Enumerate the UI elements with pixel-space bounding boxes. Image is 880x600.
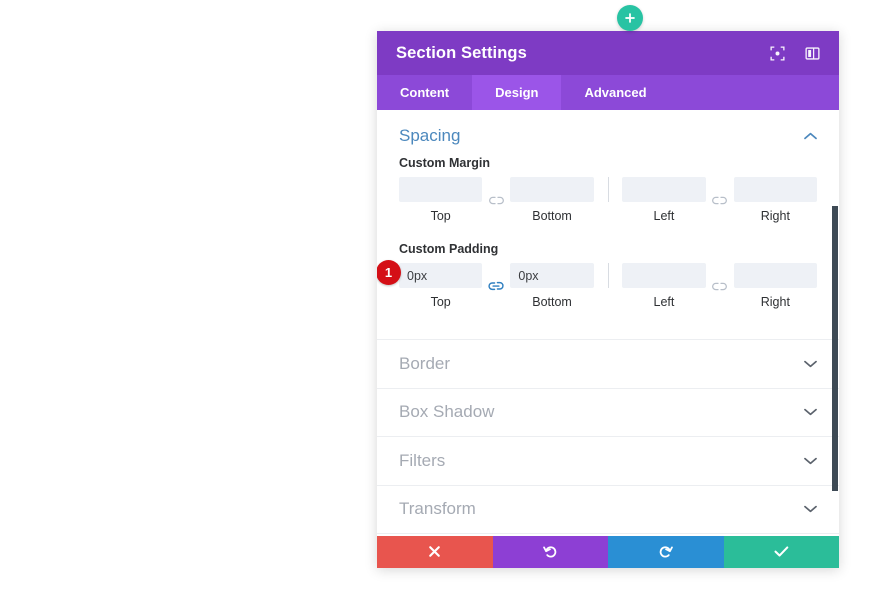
field-group-custom-padding: Custom Padding 1 Top <box>377 242 839 309</box>
status-badge: 1 <box>377 260 401 285</box>
padding-quad-row: 1 Top <box>377 260 818 309</box>
scrollbar-track[interactable] <box>831 110 839 536</box>
margin-left-input[interactable] <box>622 177 706 202</box>
margin-top-bottom-pair: Top Bottom <box>399 177 594 223</box>
padding-top-caption: Top <box>430 295 451 309</box>
margin-group-divider <box>607 177 609 202</box>
padding-top-input[interactable] <box>399 263 483 288</box>
collapsed-section-list: Border Box Shadow <box>377 339 839 536</box>
margin-left-right-pair: Left Right <box>622 177 818 223</box>
padding-right-cell: Right <box>733 263 818 309</box>
section-header-filters[interactable]: Filters <box>377 436 839 485</box>
padding-bottom-cell: Bottom <box>510 263 594 309</box>
undo-button[interactable] <box>492 536 608 568</box>
chevron-up-icon[interactable] <box>803 129 817 143</box>
close-icon <box>428 545 441 560</box>
margin-right-input[interactable] <box>733 177 818 202</box>
padding-bottom-caption: Bottom <box>532 295 572 309</box>
padding-left-caption: Left <box>653 295 675 309</box>
scrollbar-thumb[interactable] <box>832 206 838 491</box>
padding-top-bottom-link-chain-icon[interactable] <box>482 274 510 299</box>
redo-button[interactable] <box>608 536 724 568</box>
padding-right-input[interactable] <box>733 263 818 288</box>
chevron-down-icon[interactable] <box>803 357 817 371</box>
margin-left-right-link-broken-icon[interactable] <box>706 188 734 213</box>
margin-bottom-input[interactable] <box>510 177 594 202</box>
panel-body: Spacing Custom Margin Top <box>377 110 839 536</box>
cancel-button[interactable] <box>377 536 493 568</box>
margin-top-bottom-link-broken-icon[interactable] <box>482 188 510 213</box>
header-icon-group <box>769 45 820 61</box>
action-bar <box>377 536 839 568</box>
padding-bottom-input[interactable] <box>510 263 594 288</box>
layout-panel-icon[interactable] <box>804 45 820 61</box>
section-header-border[interactable]: Border <box>377 339 839 388</box>
margin-top-caption: Top <box>430 209 451 223</box>
label-custom-padding: Custom Padding <box>399 242 499 256</box>
margin-bottom-caption: Bottom <box>532 209 572 223</box>
margin-quad-row: Top Bottom <box>399 177 818 223</box>
section-title-box-shadow: Box Shadow <box>399 402 495 422</box>
padding-group-divider <box>607 263 609 288</box>
section-title-filters: Filters <box>399 450 446 470</box>
section-title-spacing: Spacing <box>399 126 461 145</box>
section-settings-panel: Section Settings <box>377 31 839 568</box>
padding-top-cell: Top <box>399 263 483 309</box>
padding-left-right-link-broken-icon[interactable] <box>706 274 734 299</box>
margin-bottom-cell: Bottom <box>510 177 594 223</box>
margin-top-input[interactable] <box>399 177 483 202</box>
chevron-down-icon[interactable] <box>803 454 817 468</box>
field-group-custom-margin: Custom Margin Top <box>377 156 839 223</box>
tab-content[interactable]: Content <box>400 85 450 100</box>
padding-right-caption: Right <box>760 295 790 309</box>
tab-design[interactable]: Design <box>472 75 562 110</box>
check-icon <box>774 545 789 560</box>
focus-target-icon[interactable] <box>769 45 785 61</box>
tab-advanced[interactable]: Advanced <box>584 85 647 100</box>
section-header-animation[interactable]: Animation <box>377 533 839 536</box>
chevron-down-icon[interactable] <box>803 502 817 516</box>
tab-bar: Content Design Advanced <box>377 75 839 110</box>
margin-left-caption: Left <box>653 209 675 223</box>
padding-left-cell: Left <box>622 263 706 309</box>
undo-icon <box>542 544 558 561</box>
chevron-down-icon[interactable] <box>803 405 817 419</box>
add-section-button[interactable] <box>617 5 643 31</box>
label-custom-margin: Custom Margin <box>399 156 490 170</box>
section-header-transform[interactable]: Transform <box>377 484 839 534</box>
margin-right-cell: Right <box>733 177 818 223</box>
section-title-border: Border <box>399 353 451 373</box>
margin-left-cell: Left <box>622 177 706 223</box>
page-title: Section Settings <box>396 43 527 62</box>
padding-left-right-pair: Left Right <box>622 263 818 309</box>
margin-right-caption: Right <box>760 209 790 223</box>
margin-top-cell: Top <box>399 177 483 223</box>
plus-icon <box>624 12 636 24</box>
panel-header: Section Settings <box>377 31 839 75</box>
save-button[interactable] <box>723 536 839 568</box>
redo-icon <box>658 544 674 561</box>
section-header-box-shadow[interactable]: Box Shadow <box>377 387 839 437</box>
padding-left-input[interactable] <box>622 263 706 288</box>
padding-top-bottom-pair: Top <box>399 263 594 309</box>
section-title-transform: Transform <box>399 499 476 519</box>
section-header-spacing[interactable]: Spacing <box>377 110 839 156</box>
